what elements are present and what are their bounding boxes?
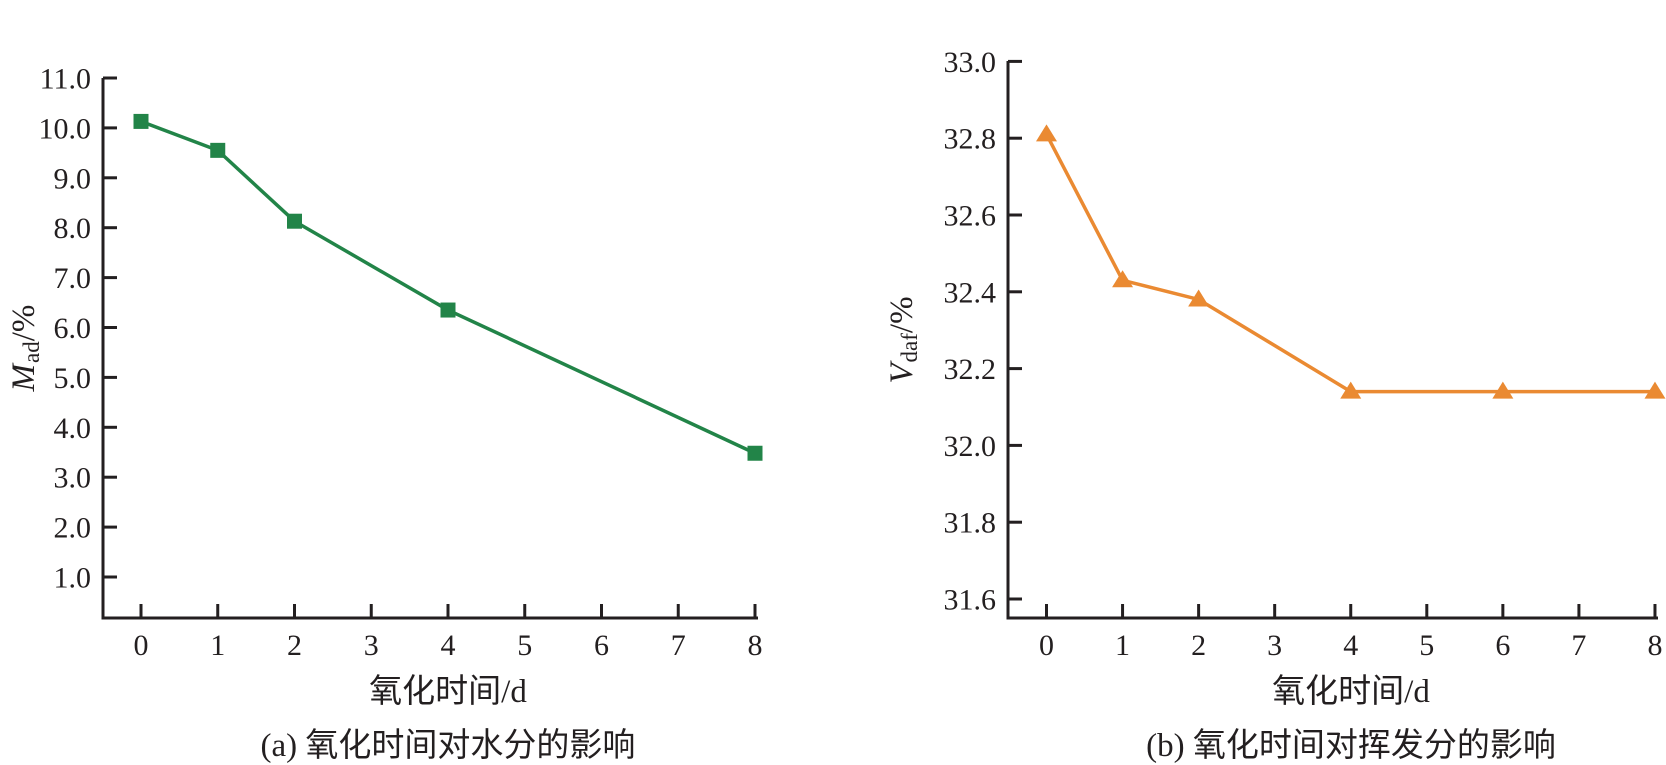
chart-b: 33.0 32.8 32.6 32.4 32.2 32.0 31.8 31.6 0 1 2 3 4 5 6 7… xyxy=(944,46,1666,662)
data-point-a-0 xyxy=(133,113,149,129)
y-axis-symbol-b: V xyxy=(884,363,920,384)
data-point-b-0 xyxy=(1036,124,1057,142)
x-tick-label-a: 4 xyxy=(441,629,456,662)
y-tick-label-a: 5.0 xyxy=(54,362,92,395)
y-tick-label-a: 2.0 xyxy=(54,512,92,545)
data-point-a-3 xyxy=(440,302,456,318)
y-tick-label-b: 31.6 xyxy=(944,584,997,617)
x-tick-label-a: 2 xyxy=(287,629,302,662)
y-axis-subscript-b: daf xyxy=(897,333,922,363)
chart-a: 11.0 10.0 9.0 8.0 7.0 6.0 5.0 4.0 3.0 2.0 1.0 0 1 2 3 4… xyxy=(39,63,763,662)
x-tick-label-b: 1 xyxy=(1115,629,1130,662)
y-axis-unit-b: /% xyxy=(884,296,920,334)
data-point-b-2 xyxy=(1188,289,1210,307)
series-line-a xyxy=(140,119,756,455)
y-tick-label-a: 9.0 xyxy=(54,162,92,195)
chart-caption-a: (a) 氧化时间对水分的影响 xyxy=(260,728,636,764)
y-tick-label-a: 1.0 xyxy=(54,562,92,595)
y-tick-label-a: 7.0 xyxy=(54,262,92,295)
y-tick-label-b: 31.8 xyxy=(944,507,997,540)
x-tick-label-b: 2 xyxy=(1191,629,1206,662)
x-tick-label-a: 8 xyxy=(748,629,763,662)
x-tick-label-a: 7 xyxy=(671,629,686,662)
data-point-b-5 xyxy=(1644,381,1666,399)
y-tick-label-b: 32.0 xyxy=(944,430,997,463)
y-tick-label-b: 32.8 xyxy=(944,123,997,156)
y-tick-label-a: 3.0 xyxy=(54,462,92,495)
x-tick-label-b: 6 xyxy=(1495,629,1510,662)
data-point-b-3 xyxy=(1340,381,1362,399)
data-point-b-4 xyxy=(1492,381,1514,399)
y-tick-label-a: 11.0 xyxy=(40,63,91,96)
x-axis-title-a: 氧化时间/d xyxy=(369,674,527,710)
x-tick-label-a: 1 xyxy=(210,629,225,662)
chart-caption-b: (b) 氧化时间对挥发分的影响 xyxy=(1146,728,1556,764)
x-tick-label-a: 6 xyxy=(594,629,609,662)
x-tick-label-a: 5 xyxy=(517,629,532,662)
x-tick-label-b: 0 xyxy=(1039,629,1054,662)
x-tick-label-b: 4 xyxy=(1343,629,1358,662)
y-tick-label-b: 33.0 xyxy=(944,46,997,79)
data-point-a-2 xyxy=(287,213,302,229)
y-axis-subscript-a: ad xyxy=(19,341,44,363)
x-tick-label-b: 5 xyxy=(1419,629,1434,662)
data-point-a-4 xyxy=(747,445,763,461)
y-axis-unit-a: /% xyxy=(6,304,42,342)
x-tick-label-a: 3 xyxy=(364,629,379,662)
x-tick-label-a: 0 xyxy=(134,629,149,662)
y-tick-label-b: 32.4 xyxy=(944,276,997,309)
data-point-b-1 xyxy=(1112,270,1134,288)
y-tick-label-a: 10.0 xyxy=(39,112,92,145)
y-tick-label-a: 8.0 xyxy=(54,212,92,245)
y-axis-symbol-a: M xyxy=(6,363,42,392)
y-tick-label-b: 32.2 xyxy=(944,353,997,386)
x-tick-label-b: 3 xyxy=(1267,629,1282,662)
y-tick-label-a: 4.0 xyxy=(54,412,92,445)
y-tick-label-a: 6.0 xyxy=(54,312,92,345)
x-tick-label-b: 8 xyxy=(1647,629,1662,662)
x-axis-title-b: 氧化时间/d xyxy=(1272,674,1430,710)
data-point-a-1 xyxy=(210,142,226,158)
y-tick-label-b: 32.6 xyxy=(944,200,997,233)
x-tick-label-b: 7 xyxy=(1571,629,1586,662)
series-line-b xyxy=(1044,133,1655,394)
